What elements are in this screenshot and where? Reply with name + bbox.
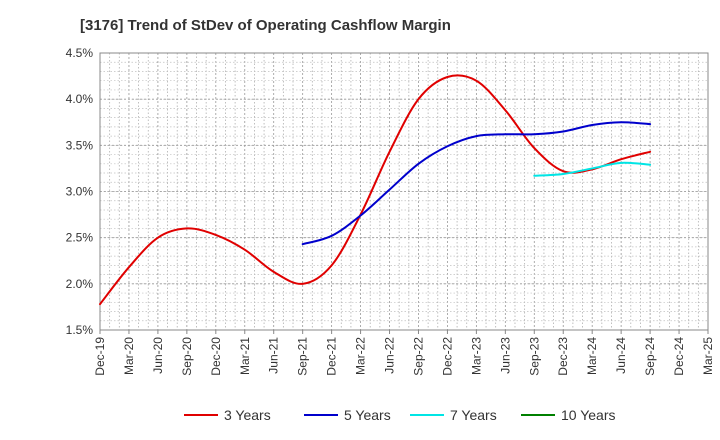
- x-tick-label: Jun-24: [614, 337, 628, 374]
- x-tick-label: Mar-24: [585, 337, 599, 375]
- x-tick-label: Dec-22: [440, 337, 454, 376]
- legend-label-10-years: 10 Years: [561, 407, 616, 423]
- y-tick-label: 2.0%: [66, 277, 94, 291]
- x-tick-label: Sep-21: [296, 337, 310, 376]
- y-tick-label: 1.5%: [66, 323, 94, 337]
- y-tick-label: 2.5%: [66, 231, 94, 245]
- x-tick-label: Sep-23: [527, 337, 541, 376]
- grid: [99, 52, 709, 331]
- series-line-3-years: [99, 74, 652, 306]
- x-tick-label: Jun-23: [498, 337, 512, 374]
- x-tick-label: Jun-21: [267, 337, 281, 374]
- y-tick-label: 3.0%: [66, 185, 94, 199]
- x-tick-label: Mar-23: [469, 337, 483, 375]
- legend-label-7-years: 7 Years: [450, 407, 497, 423]
- chart-title: [3176] Trend of StDev of Operating Cashf…: [80, 17, 451, 34]
- x-tick-label: Mar-25: [701, 337, 715, 375]
- y-tick-label: 3.5%: [66, 138, 94, 152]
- series-line-7-years: [533, 161, 652, 177]
- x-tick-label: Sep-22: [411, 337, 425, 376]
- x-tick-label: Dec-20: [209, 337, 223, 376]
- series-lines: [99, 74, 652, 306]
- axes: 1.5% 2.0% 2.5% 3.0% 3.5% 4.0% 4.5% Dec-19 Mar-20…: [66, 46, 715, 376]
- x-tick-label: Dec-23: [556, 337, 570, 376]
- x-tick-label: Dec-19: [93, 337, 107, 376]
- x-tick-label: Dec-21: [325, 337, 339, 376]
- series-line-5-years: [301, 121, 652, 246]
- legend-label-5-years: 5 Years: [344, 407, 391, 423]
- x-tick-label: Sep-24: [643, 337, 657, 376]
- legend-label-3-years: 3 Years: [224, 407, 271, 423]
- x-tick-label: Dec-24: [672, 337, 686, 376]
- x-tick-label: Mar-22: [354, 337, 368, 375]
- y-tick-label: 4.0%: [66, 92, 94, 106]
- x-tick-label: Mar-21: [238, 337, 252, 375]
- legend: 3 Years 5 Years 7 Years 10 Years: [184, 407, 616, 423]
- x-tick-label: Jun-22: [383, 337, 397, 374]
- y-tick-label: 4.5%: [66, 46, 94, 60]
- x-tick-label: Mar-20: [122, 337, 136, 375]
- x-tick-label: Jun-20: [151, 337, 165, 374]
- x-tick-label: Sep-20: [180, 337, 194, 376]
- plot-frame: [99, 52, 709, 331]
